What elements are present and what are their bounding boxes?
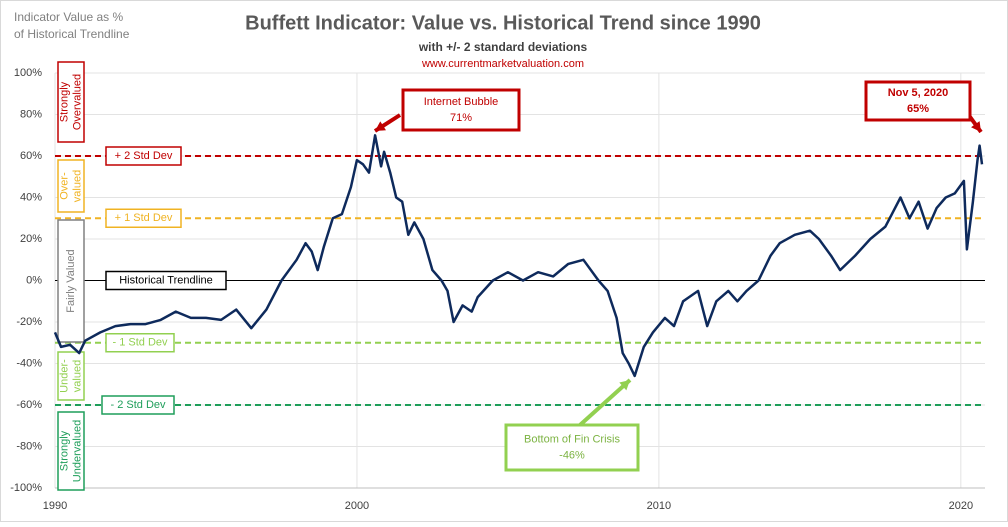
y-tick-label: -60% (16, 399, 42, 411)
y-axis-label: of Historical Trendline (14, 27, 130, 41)
annotation-arrowhead (375, 121, 386, 131)
y-tick-label: 80% (20, 108, 42, 120)
source: www.currentmarketvaluation.com (421, 58, 584, 70)
zone-label: Overvalued (71, 74, 83, 130)
zone-label: valued (71, 170, 83, 202)
zone-label: Fairly Valued (65, 249, 77, 312)
reference-label: + 1 Std Dev (115, 212, 173, 224)
annotation-arrowhead (619, 380, 630, 391)
zone-box (57, 219, 85, 343)
annotation-title: Internet Bubble (424, 96, 499, 108)
annotation-box (504, 423, 640, 472)
annotation-title: Nov 5, 2020 (888, 87, 949, 99)
x-tick-label: 2000 (345, 500, 369, 512)
x-tick-label: 1990 (43, 500, 67, 512)
chart-title: Buffett Indicator: Value vs. Historical … (245, 12, 761, 34)
zone-label: Over- (58, 172, 70, 200)
zone-label: Under- (58, 359, 70, 393)
y-tick-label: -40% (16, 357, 42, 369)
zone-box (57, 411, 85, 491)
reference-label: Historical Trendline (119, 274, 213, 286)
annotation-label: -46% (559, 449, 585, 461)
chart-subtitle: with +/- 2 standard deviations (418, 40, 588, 54)
annotation-arrowhead (971, 121, 981, 132)
reference-label: - 1 Std Dev (112, 337, 168, 349)
y-tick-label: 20% (20, 233, 42, 245)
reference-label-box (105, 208, 182, 228)
y-tick-label: -80% (16, 440, 42, 452)
annotation-label: 65% (907, 103, 929, 115)
annotation-title: Bottom of Fin Crisis (524, 433, 620, 445)
indicator-line (53, 134, 984, 378)
y-tick-label: 100% (14, 67, 42, 79)
reference-label-box (105, 270, 227, 291)
zone-box (57, 159, 85, 213)
annotation-label: 71% (450, 112, 472, 124)
y-tick-label: 60% (20, 150, 42, 162)
annotation-arrow (578, 378, 632, 427)
x-tick-label: 2010 (647, 500, 671, 512)
zone-label: Strongly (58, 430, 70, 471)
zone-label: Undervalued (71, 420, 83, 482)
reference-label-box (101, 395, 175, 415)
zone-label: Strongly (58, 81, 70, 122)
y-tick-label: -20% (16, 316, 42, 328)
annotation-box (401, 88, 521, 132)
zone-box (57, 61, 85, 143)
annotation-box (864, 80, 972, 122)
x-tick-label: 2020 (949, 500, 973, 512)
reference-label-box (105, 333, 175, 353)
zone-label: valued (71, 360, 83, 392)
y-tick-label: 40% (20, 191, 42, 203)
reference-label-box (105, 146, 182, 166)
reference-label: + 2 Std Dev (115, 150, 173, 162)
reference-label: - 2 Std Dev (110, 399, 166, 411)
y-axis-label: Indicator Value as % (14, 10, 124, 24)
y-tick-label: -100% (10, 482, 42, 494)
y-tick-label: 0% (26, 274, 42, 286)
zone-box (57, 351, 85, 401)
